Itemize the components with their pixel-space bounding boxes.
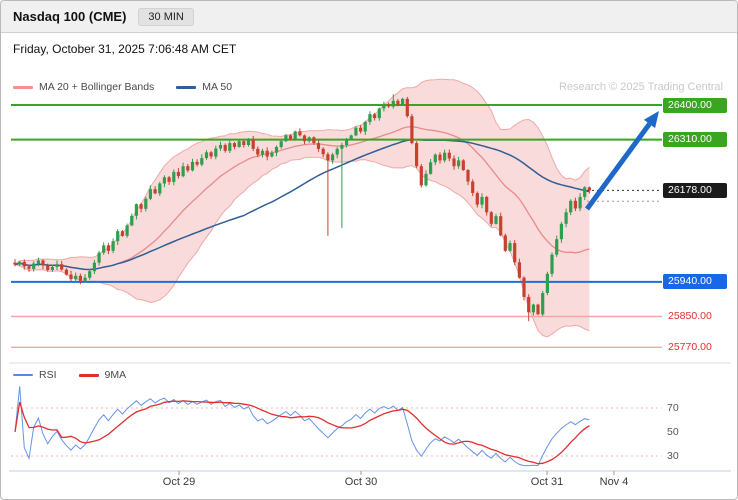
instrument-title: Nasdaq 100 (CME) [13, 9, 127, 24]
timestamp: Friday, October 31, 2025 7:06:48 AM CET [13, 42, 237, 56]
titlebar: Nasdaq 100 (CME) 30 MIN [1, 1, 737, 33]
rsi-swatch-icon [13, 374, 33, 376]
research-credit: Research © 2025 Trading Central [558, 81, 723, 93]
main-chart-legend: MA 20 + Bollinger Bands MA 50 Research ©… [13, 81, 723, 93]
ma20-bollinger-label: MA 20 + Bollinger Bands [39, 81, 155, 93]
rsi-ma-swatch-icon [78, 373, 99, 377]
rsi-legend: RSI 9MA [13, 369, 126, 381]
interval-badge: 30 MIN [138, 7, 194, 26]
ma50-swatch-icon [176, 85, 197, 89]
rsi-ma-label: 9MA [104, 369, 127, 381]
rsi-label: RSI [39, 369, 57, 381]
ma50-label: MA 50 [202, 81, 233, 93]
ma20-bollinger-swatch-icon [13, 85, 33, 89]
